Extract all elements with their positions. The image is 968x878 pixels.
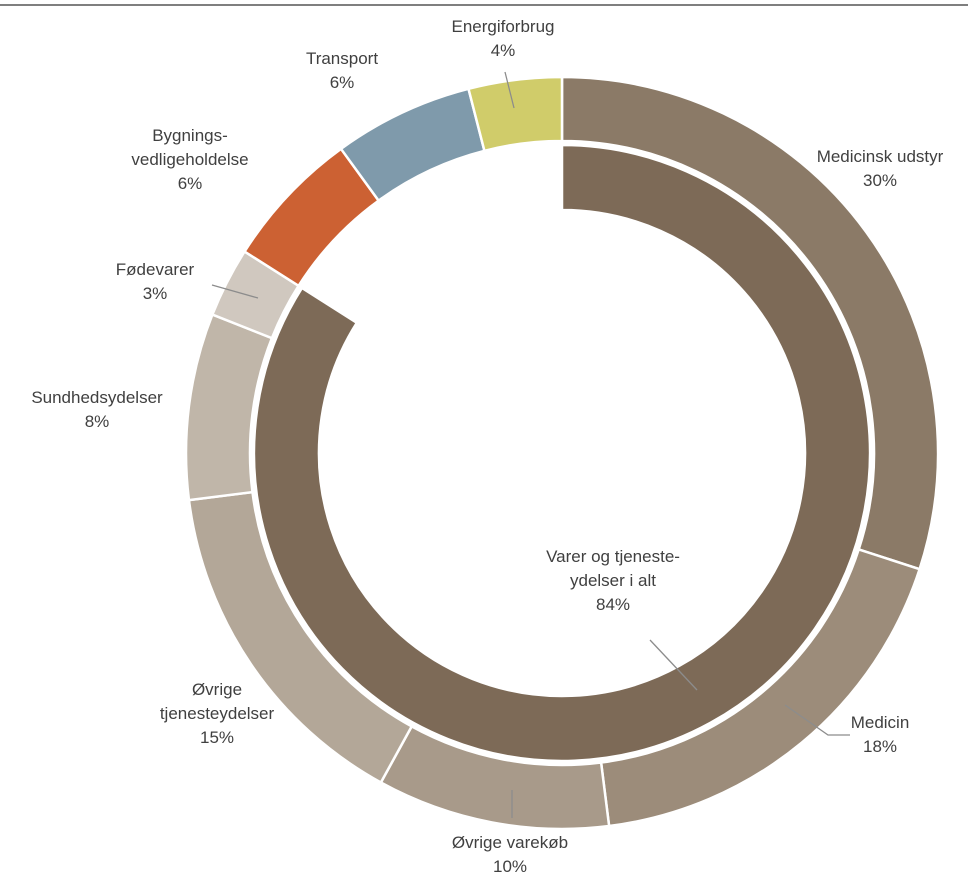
ovrige-label: Øvrige tjenesteydelser 15%	[160, 680, 275, 747]
transport-label: Transport 6%	[306, 49, 378, 92]
ovrige-varekob-label: Øvrige varekøb 10%	[452, 833, 568, 876]
outer-slice-energiforbrug	[468, 77, 562, 151]
sundhedsydelser-label: Sundhedsydelser 8%	[31, 388, 163, 431]
inner-slice-varer-og-tjeneste	[254, 145, 870, 761]
bygnings-label: Bygnings-vedligeholdelse 6%	[131, 126, 248, 193]
medicinsk-udstyr-label: Medicinsk udstyr 30%	[817, 147, 944, 190]
inner-ring	[254, 145, 870, 761]
inner-varer-og-tjeneste-label: Varer og tjeneste-ydelser i alt 84%	[546, 547, 680, 614]
energiforbrug-label: Energiforbrug 4%	[451, 17, 554, 60]
fodevarer-label: Fødevarer 3%	[116, 260, 195, 303]
medicin-label: Medicin 18%	[851, 713, 910, 756]
